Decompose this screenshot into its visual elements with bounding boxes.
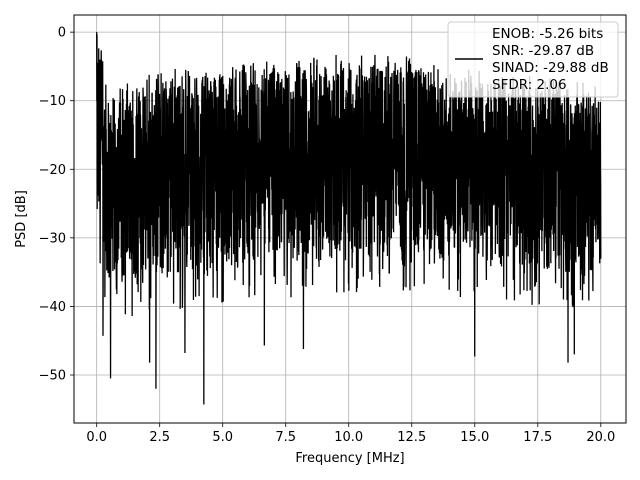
x-tick-label: 7.5 <box>275 430 296 445</box>
x-axis-ticks: 0.0 2.5 5.0 7.5 10.0 12.5 15.0 17.5 20.0 <box>86 423 615 445</box>
legend-entry-enob: ENOB: -5.26 bits <box>492 26 603 42</box>
psd-series <box>96 32 602 405</box>
x-tick-label: 20.0 <box>586 430 615 445</box>
y-tick-label: −40 <box>39 300 66 315</box>
y-tick-label: 0 <box>58 26 66 41</box>
legend-entry-sfdr: SFDR: 2.06 <box>492 77 567 93</box>
y-tick-label: −30 <box>39 231 66 246</box>
psd-trace <box>96 32 602 405</box>
x-tick-label: 10.0 <box>334 430 363 445</box>
x-tick-label: 17.5 <box>523 430 552 445</box>
y-tick-label: −50 <box>39 369 66 384</box>
x-tick-label: 15.0 <box>460 430 489 445</box>
legend-box <box>447 21 619 98</box>
y-tick-label: −20 <box>39 163 66 178</box>
x-tick-label: 2.5 <box>149 430 170 445</box>
legend-entry-snr: SNR: -29.87 dB <box>492 43 594 59</box>
x-tick-label: 5.0 <box>212 430 233 445</box>
x-tick-label: 12.5 <box>397 430 426 445</box>
y-axis-ticks: 0 −10 −20 −30 −40 −50 <box>39 26 74 384</box>
legend: ENOB: -5.26 bits SNR: -29.87 dB SINAD: -… <box>447 21 619 98</box>
x-tick-label: 0.0 <box>86 430 107 445</box>
y-axis-label: PSD [dB] <box>14 190 29 248</box>
legend-entry-sinad: SINAD: -29.88 dB <box>492 60 609 76</box>
x-axis-label: Frequency [MHz] <box>295 451 404 466</box>
plot-frame <box>73 14 627 424</box>
y-tick-label: −10 <box>39 94 66 109</box>
